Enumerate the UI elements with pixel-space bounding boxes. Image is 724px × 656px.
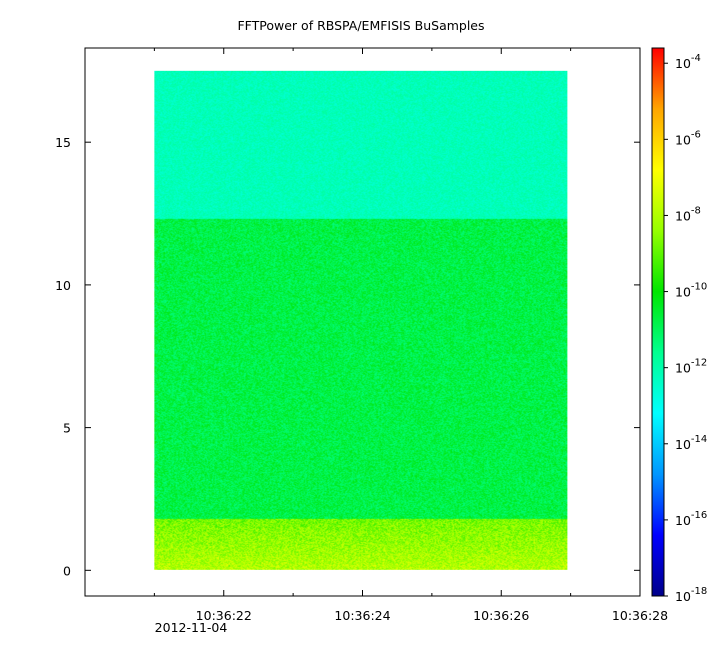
colorbar-tick-exponent: -10 [691,282,707,293]
x-axis: 10:36:22 10:36:24 10:36:26 10:36:28 [153,48,668,623]
x-date-label: 2012-11-04 [155,620,228,635]
y-tick-label: 10 [55,278,71,293]
x-tick-label: 10:36:24 [334,608,390,623]
colorbar-tick-label: 10-14 [675,434,707,452]
colorbar-tick-label: 10-16 [675,510,707,528]
chart-title: FFTPower of RBSPA/EMFISIS BuSamples [237,18,484,33]
colorbar-tick-label: 10-6 [675,129,701,147]
spectrogram-data [154,70,568,570]
x-tick-label: 10:36:28 [612,608,668,623]
y-tick-label: 0 [63,563,71,578]
colorbar-ticks: 10-4 10-6 10-8 10-10 10-12 10-14 10-16 10-18 [664,53,707,604]
colorbar-tick-label: 10-18 [675,586,707,604]
colorbar-tick-exponent: -6 [691,129,701,140]
x-tick-label: 10:36:22 [196,608,252,623]
spectrogram-image [154,70,568,570]
colorbar-scale [651,47,665,597]
colorbar-tick-exponent: -8 [691,205,701,216]
colorbar-tick-label: 10-8 [675,205,701,223]
colorbar-tick-exponent: -12 [691,358,707,369]
colorbar: 10-4 10-6 10-8 10-10 10-12 10-14 10-16 10-18 [651,47,707,604]
y-tick-label: 15 [55,135,71,150]
x-tick-label: 10:36:26 [473,608,529,623]
colorbar-tick-exponent: -18 [691,586,707,597]
colorbar-tick-label: 10-4 [675,53,701,71]
y-tick-label: 5 [63,421,71,436]
colorbar-tick-label: 10-12 [675,358,707,376]
y-axis: 0 5 10 15 [55,135,640,578]
colorbar-tick-exponent: -4 [691,53,701,64]
colorbar-tick-label: 10-10 [675,282,707,300]
colorbar-tick-exponent: -16 [691,510,707,521]
colorbar-tick-exponent: -14 [691,434,707,445]
